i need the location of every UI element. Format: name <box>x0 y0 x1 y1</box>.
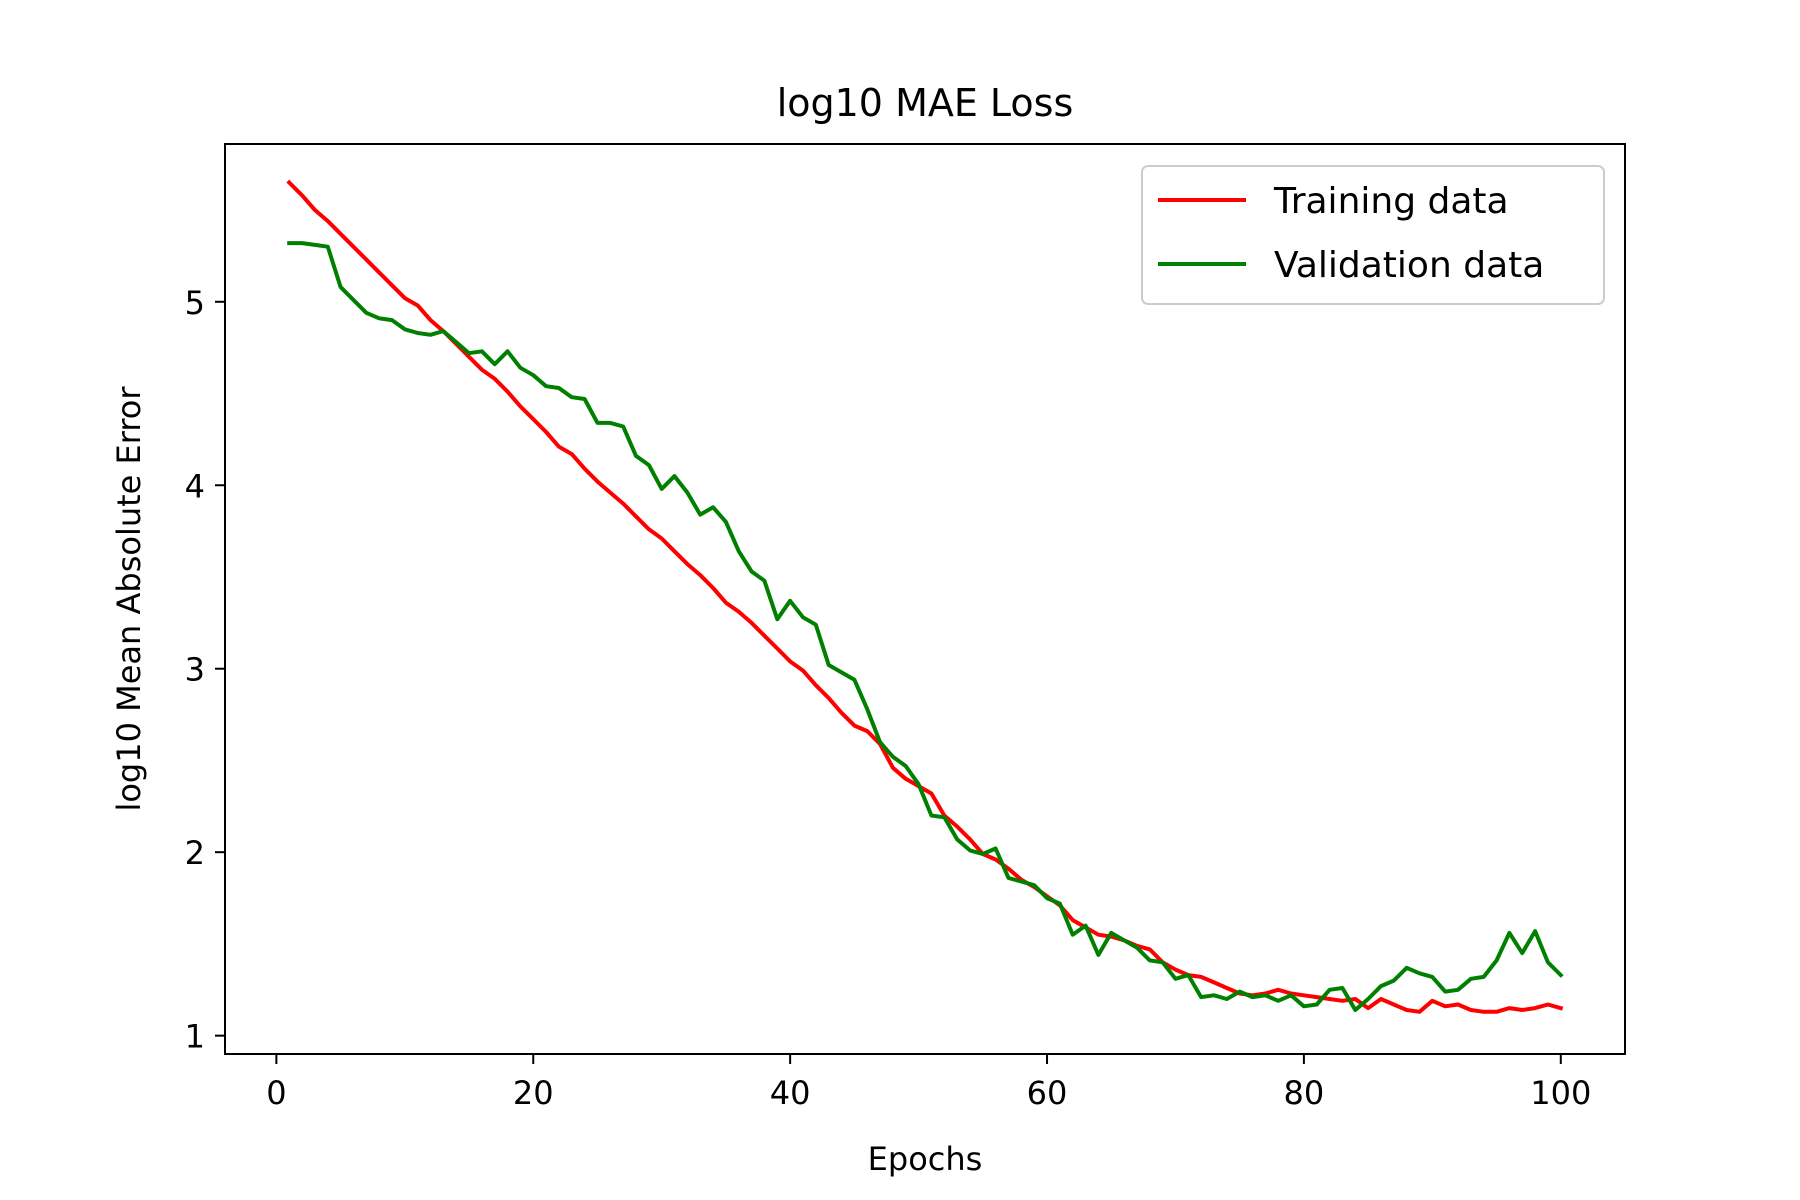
x-tick-label: 0 <box>266 1074 286 1112</box>
y-tick-label: 1 <box>185 1018 205 1056</box>
chart-title: log10 MAE Loss <box>777 81 1074 125</box>
x-tick-label: 80 <box>1284 1074 1325 1112</box>
legend-label-training: Training data <box>1273 181 1509 222</box>
x-tick-label: 60 <box>1027 1074 1068 1112</box>
x-tick-label: 20 <box>513 1074 554 1112</box>
y-axis: 1 2 3 4 5 <box>185 284 225 1056</box>
legend-label-validation: Validation data <box>1274 245 1544 286</box>
y-axis-label: log10 Mean Absolute Error <box>110 386 148 812</box>
y-tick-label: 2 <box>185 834 205 872</box>
x-tick-label: 100 <box>1530 1074 1591 1112</box>
x-axis: 0 20 40 60 80 100 <box>266 1054 1591 1112</box>
x-tick-label: 40 <box>770 1074 811 1112</box>
y-tick-label: 5 <box>185 284 205 322</box>
plot-lines <box>286 179 1564 1014</box>
y-tick-label: 4 <box>185 467 205 505</box>
plot-frame <box>224 143 1626 1055</box>
legend: Training data Validation data <box>1141 165 1605 305</box>
legend-box <box>1141 165 1605 305</box>
series-line-validation-data <box>287 241 1564 1012</box>
y-tick-label: 3 <box>185 651 205 689</box>
x-axis-label: Epochs <box>868 1140 983 1178</box>
